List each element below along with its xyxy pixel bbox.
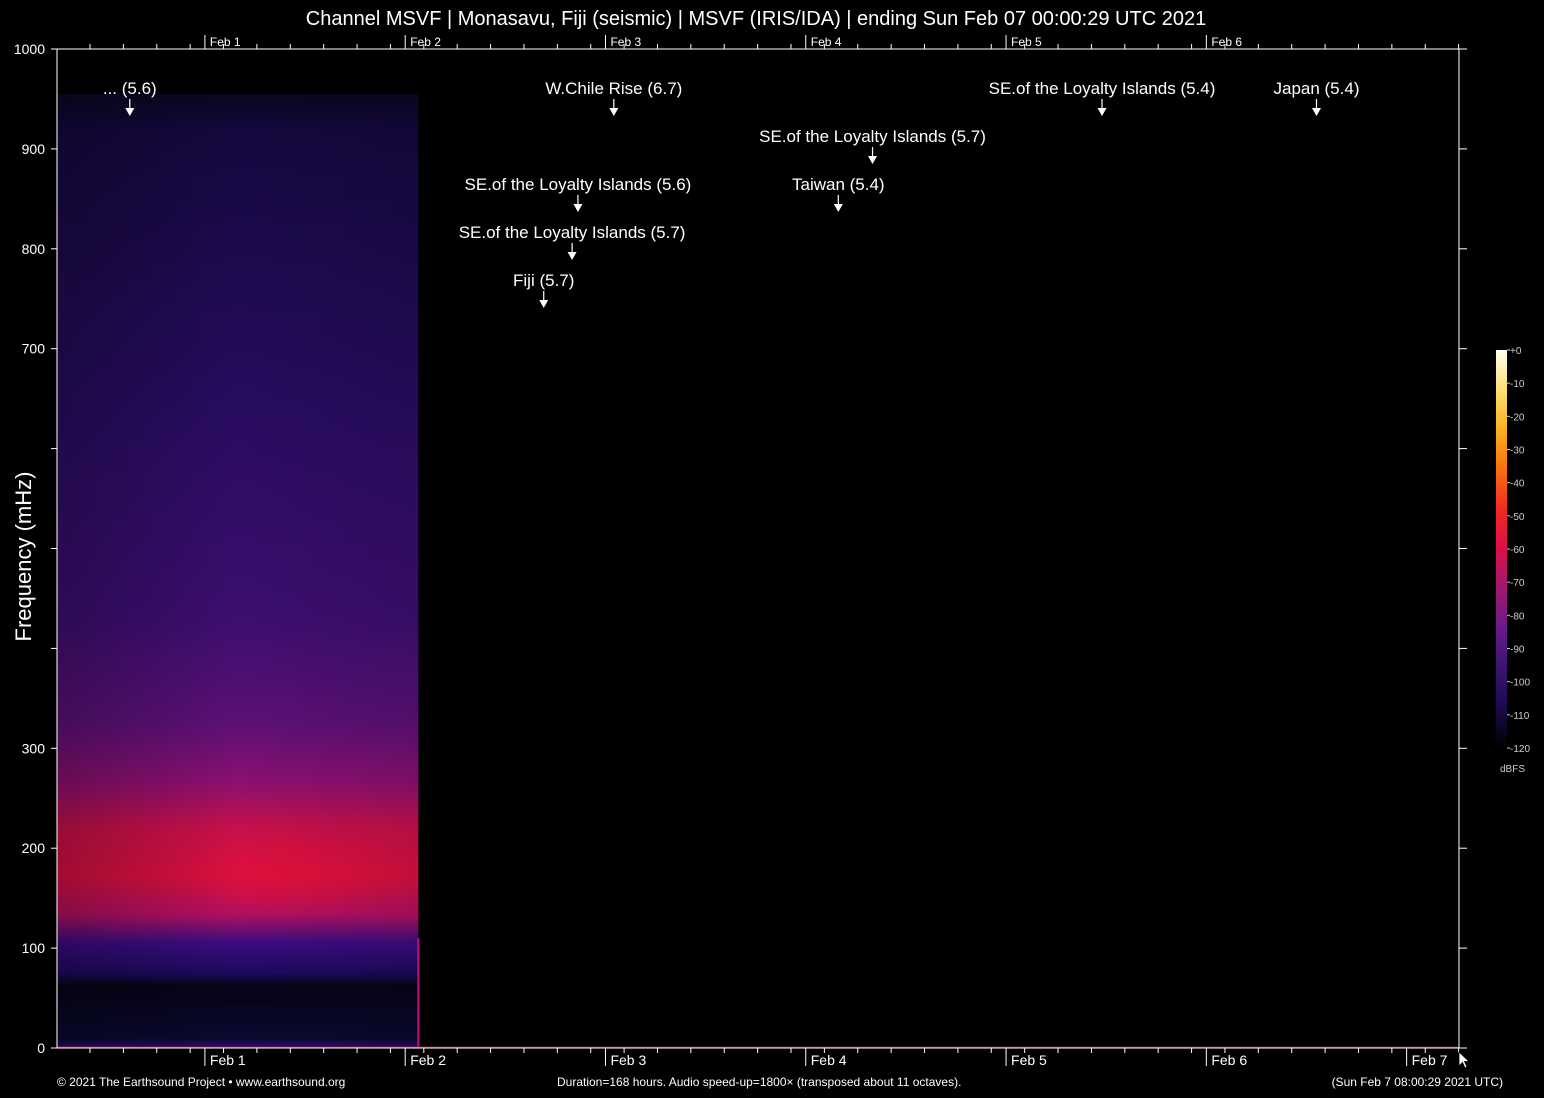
y-tick-label: 700 xyxy=(22,341,46,357)
duration-text: Duration=168 hours. Audio speed-up=1800×… xyxy=(557,1075,962,1089)
annotation-arrow-icon xyxy=(573,204,583,212)
annotation-label: SE.of the Loyalty Islands (5.6) xyxy=(465,175,692,194)
colorbar-tick-label: -60 xyxy=(1510,545,1525,556)
x-tick-label-top: Feb 1 xyxy=(210,35,241,49)
annotation-label: SE.of the Loyalty Islands (5.7) xyxy=(759,127,986,146)
ending-timestamp: (Sun Feb 7 08:00:29 2021 UTC) xyxy=(1331,1075,1503,1089)
annotation-label: SE.of the Loyalty Islands (5.7) xyxy=(459,223,686,242)
annotation-label: Taiwan (5.4) xyxy=(792,175,885,194)
earthquake-annotation: Japan (5.4) xyxy=(1273,79,1359,116)
y-tick-label: 300 xyxy=(22,740,46,756)
earthquake-annotation: W.Chile Rise (6.7) xyxy=(545,79,682,116)
x-tick-label: Feb 2 xyxy=(410,1052,446,1068)
annotation-label: ... (5.6) xyxy=(103,79,157,98)
x-tick-label: Feb 1 xyxy=(210,1052,246,1068)
x-tick-label: Feb 6 xyxy=(1211,1052,1247,1068)
earthquake-annotation: Fiji (5.7) xyxy=(513,271,574,308)
colorbar-tick-label: -90 xyxy=(1510,645,1525,656)
y-tick-label: 100 xyxy=(22,940,46,956)
annotation-label: Fiji (5.7) xyxy=(513,271,574,290)
colorbar-unit-label: dBFS xyxy=(1500,764,1525,775)
x-tick-label-top: Feb 6 xyxy=(1211,35,1242,49)
spectrogram-shading xyxy=(57,93,419,1048)
earthquake-annotation: SE.of the Loyalty Islands (5.7) xyxy=(459,223,686,260)
colorbar-tick-label: -40 xyxy=(1510,479,1525,490)
y-axis-label: Frequency (mHz) xyxy=(11,472,36,642)
y-tick-label: 800 xyxy=(22,241,46,257)
earthquake-annotation: SE.of the Loyalty Islands (5.6) xyxy=(465,175,692,212)
earthquake-annotation: SE.of the Loyalty Islands (5.4) xyxy=(989,79,1216,116)
colorbar-tick-label: -100 xyxy=(1510,678,1530,689)
colorbar-tick-label: -80 xyxy=(1510,611,1525,622)
annotation-label: SE.of the Loyalty Islands (5.4) xyxy=(989,79,1216,98)
colorbar-tick-label: -10 xyxy=(1510,379,1525,390)
earthquake-annotation: SE.of the Loyalty Islands (5.7) xyxy=(759,127,986,164)
y-tick-label: 1000 xyxy=(14,41,45,57)
colorbar-tick-label: -30 xyxy=(1510,446,1525,457)
annotation-arrow-icon xyxy=(539,300,549,308)
annotation-label: Japan (5.4) xyxy=(1273,79,1359,98)
colorbar-tick-label: -120 xyxy=(1510,744,1530,755)
x-tick-label: Feb 4 xyxy=(811,1052,847,1068)
mouse-cursor-icon xyxy=(1458,1051,1470,1069)
annotation-arrow-icon xyxy=(1097,108,1107,116)
annotation-arrow-icon xyxy=(567,252,577,260)
x-tick-label-top: Feb 3 xyxy=(610,35,641,49)
x-tick-label-top: Feb 5 xyxy=(1011,35,1042,49)
annotation-label: W.Chile Rise (6.7) xyxy=(545,79,682,98)
colorbar-tick-label: -110 xyxy=(1510,711,1530,722)
colorbar-tick-label: -20 xyxy=(1510,412,1525,423)
y-tick-label: 200 xyxy=(22,840,46,856)
chart-title: Channel MSVF | Monasavu, Fiji (seismic) … xyxy=(305,8,1207,30)
annotation-arrow-icon xyxy=(125,108,135,116)
x-tick-label: Feb 7 xyxy=(1412,1052,1448,1068)
annotation-arrow-icon xyxy=(1311,108,1321,116)
y-tick-label: 0 xyxy=(37,1040,45,1056)
x-tick-label-top: Feb 4 xyxy=(811,35,842,49)
y-tick-label: 900 xyxy=(22,141,46,157)
annotation-arrow-icon xyxy=(609,108,619,116)
x-tick-label: Feb 3 xyxy=(610,1052,646,1068)
x-tick-label-top: Feb 2 xyxy=(410,35,441,49)
annotation-arrow-icon xyxy=(833,204,843,212)
copyright-text: © 2021 The Earthsound Project • www.eart… xyxy=(57,1075,346,1089)
earthquake-annotation: ... (5.6) xyxy=(103,79,157,116)
x-tick-label: Feb 5 xyxy=(1011,1052,1047,1068)
colorbar xyxy=(1496,350,1507,748)
annotation-arrow-icon xyxy=(868,156,878,164)
colorbar-tick-label: -70 xyxy=(1510,578,1525,589)
earthquake-annotation: Taiwan (5.4) xyxy=(792,175,885,212)
colorbar-tick-label: +0 xyxy=(1510,346,1522,357)
colorbar-tick-label: -50 xyxy=(1510,512,1525,523)
